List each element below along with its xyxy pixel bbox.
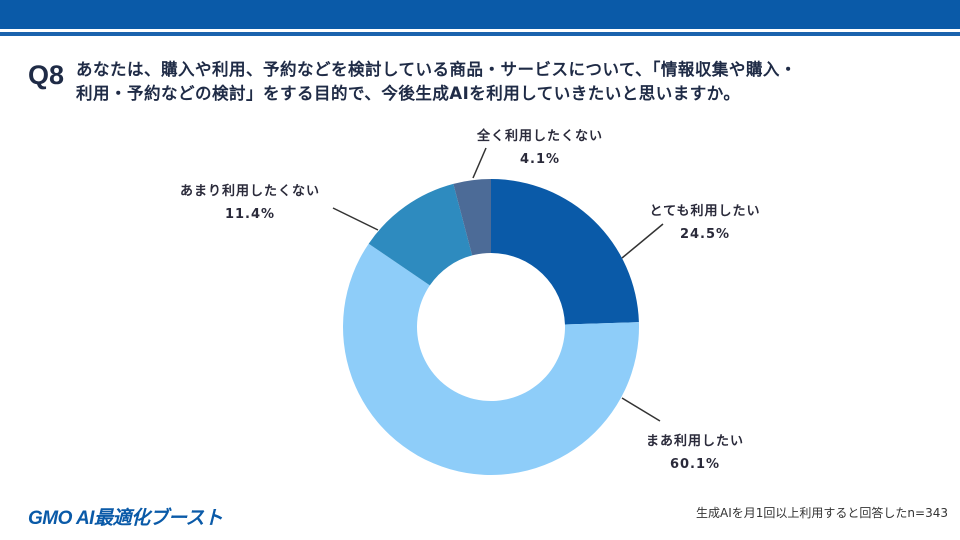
- question-number: Q8: [28, 60, 65, 90]
- top-divider: [0, 32, 960, 36]
- label-value: 11.4%: [224, 207, 276, 222]
- donut-slice-2: [368, 183, 473, 286]
- label-text: とても利用したい: [649, 204, 761, 219]
- question-text: あなたは、購入や利用、予約などを検討している商品・サービスについて、「情報収集や…: [76, 58, 797, 106]
- label-value: 4.1%: [519, 152, 561, 167]
- leader-line-3: [472, 147, 487, 179]
- slice-label-not-very-willing: あまり利用したくない 11.4%: [165, 180, 335, 226]
- label-text: あまり利用したくない: [179, 184, 320, 199]
- top-banner: [0, 0, 960, 29]
- slice-label-not-willing: 全く利用したくない 4.1%: [455, 125, 625, 171]
- sample-note: 生成AIを月1回以上利用すると回答したn=343: [696, 506, 948, 520]
- slice-label-somewhat-willing: まあ利用したい 60.1%: [640, 430, 750, 476]
- leader-line-1: [621, 397, 661, 422]
- donut-slice-1: [343, 243, 639, 475]
- label-value: 24.5%: [679, 227, 731, 242]
- label-text: 全く利用したくない: [476, 129, 603, 144]
- question-line-1: あなたは、購入や利用、予約などを検討している商品・サービスについて、「情報収集や…: [76, 60, 797, 79]
- label-value: 60.1%: [669, 457, 721, 472]
- leader-line-0: [621, 223, 664, 259]
- label-text: まあ利用したい: [645, 434, 744, 449]
- donut-slice-3: [453, 179, 491, 256]
- leader-line-2: [332, 207, 379, 231]
- question-line-2: 利用・予約などの検討」をする目的で、今後生成AIを利用していきたいと思いますか。: [76, 84, 741, 103]
- gmo-logo: GMO AI最適化ブースト: [28, 508, 223, 529]
- donut-slice-0: [491, 179, 639, 325]
- slice-label-very-willing: とても利用したい 24.5%: [640, 200, 770, 246]
